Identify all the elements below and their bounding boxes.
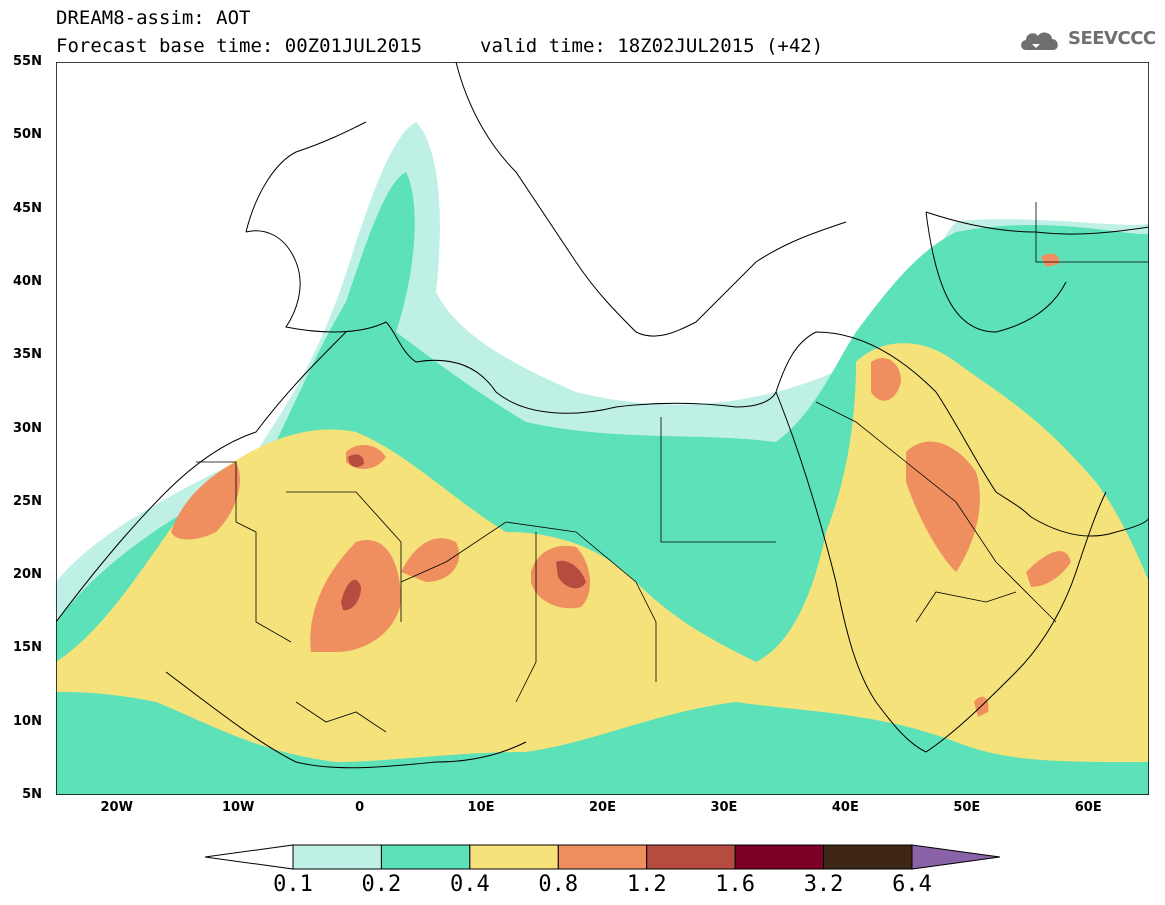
lat-tick-label: 20N [13,567,42,583]
colorbar-label: 6.4 [892,872,932,897]
colorbar-label: 0.2 [361,872,402,897]
lon-tick-label: 60E [1074,800,1102,815]
coastlines [56,62,1149,769]
colorbar-label: 0.4 [449,872,490,897]
lon-tick-label: 10E [467,800,495,815]
lat-tick-label: 35N [13,347,42,363]
lon-tick-label: 40E [831,800,859,815]
lon-tick-label: 20W [100,800,133,815]
colorbar-label: 1.6 [715,872,756,897]
colorbar-label: 1.2 [626,872,667,897]
colorbar-cell [646,844,736,870]
lon-tick-label: 20E [589,800,616,815]
aot-band-1.2 [341,454,586,611]
colorbar-label: 3.2 [803,872,844,897]
aot-band-0.4 [56,343,1149,762]
lat-tick-label: 45N [13,200,42,216]
lat-tick-label: 50N [13,127,42,143]
colorbar-cell-over [911,844,1000,870]
lat-tick-label: 30N [13,420,42,436]
lon-tick-label: 0 [355,800,365,815]
lat-tick-label: 10N [13,713,42,729]
lon-tick-label: 50E [953,800,981,815]
colorbar-cell-under [205,844,294,870]
colorbar-cell [557,844,648,870]
lat-tick-label: 15N [13,640,42,656]
lat-tick-label: 40N [13,273,42,289]
colorbar-label: 0.1 [273,872,313,897]
colorbar-label: 0.8 [538,872,579,897]
valid-time: valid time: 18Z02JUL2015 (+42) [480,35,824,57]
map-title: DREAM8-assim: AOT [56,7,251,29]
country-borders [196,202,1149,733]
aot-band-0.8 [171,253,1071,717]
cloud-icon [1021,32,1058,50]
colorbar-cell [469,844,559,870]
colorbar-cell [823,844,913,870]
lat-tick-label: 25N [13,493,42,509]
lat-tick-label: 5N [22,787,42,802]
lat-tick-label: 55N [13,54,42,69]
forecast-base-time: Forecast base time: 00Z01JUL2015 [56,35,423,57]
lon-tick-label: 30E [710,800,738,815]
aot-map [56,62,1149,795]
lon-tick-label: 10W [221,800,255,815]
colorbar-cell [292,844,382,870]
colorbar-cell [734,844,825,870]
logo-text: SEEVCCC [1068,28,1156,49]
colorbar-cell [380,844,471,870]
colorbar [205,844,1000,870]
